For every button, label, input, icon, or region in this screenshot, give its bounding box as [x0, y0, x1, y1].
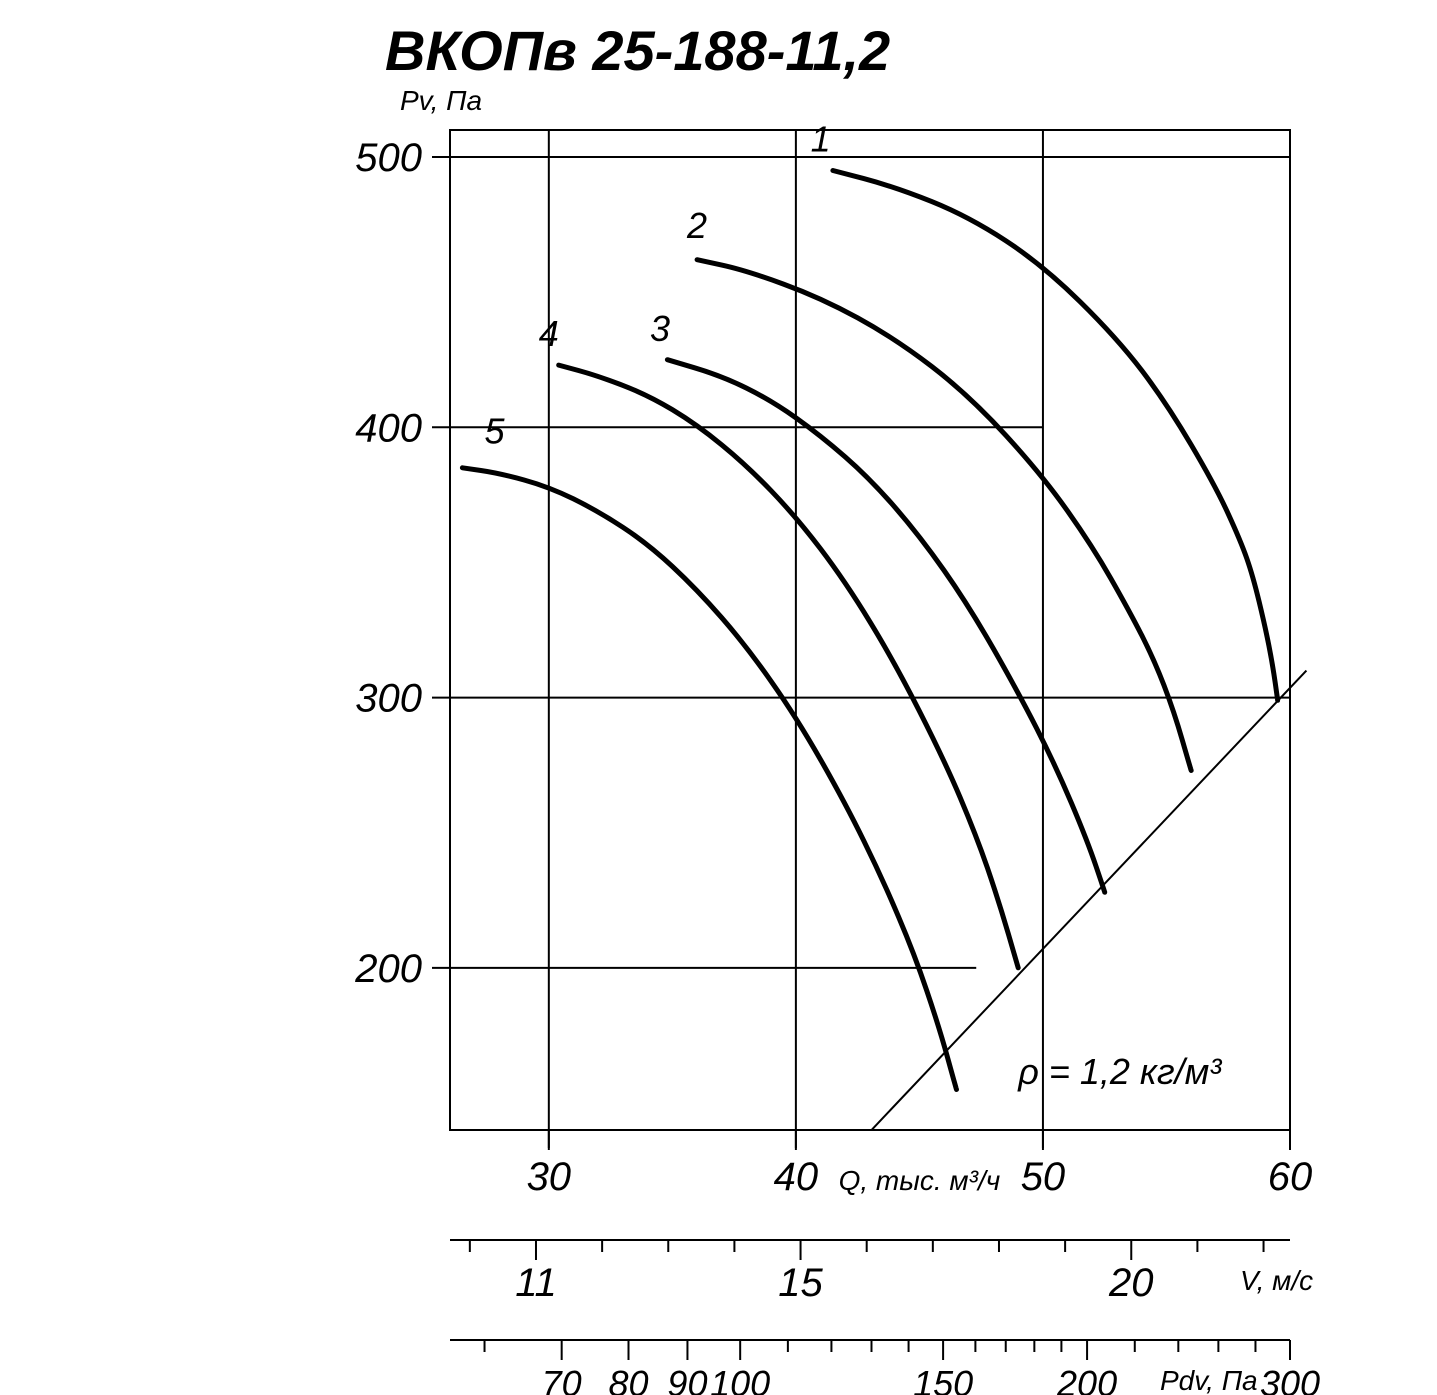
curve-5 [462, 468, 956, 1090]
y-axis-label: Pv, Па [400, 85, 482, 116]
curve-2 [697, 260, 1191, 771]
chart-title: ВКОПв 25-188-11,2 [385, 19, 890, 82]
xscale-Q-tick-label: 60 [1268, 1155, 1313, 1199]
xscale-V-label: V, м/с [1240, 1265, 1313, 1296]
xscale-Pdv-label: Pdv, Па [1160, 1365, 1258, 1395]
rho-label: ρ = 1,2 кг/м³ [1017, 1051, 1222, 1092]
xscale-Q-label: Q, тыс. м³/ч [839, 1165, 1001, 1196]
curve-1 [833, 171, 1278, 701]
curve-4 [559, 365, 1019, 968]
y-tick-label: 400 [355, 406, 422, 450]
xscale-Pdv-tick-label: 150 [913, 1363, 973, 1395]
xscale-Pdv-tick-label: 100 [710, 1363, 770, 1395]
xscale-Pdv-tick-label: 300 [1260, 1363, 1320, 1395]
xscale-V-tick-label: 11 [515, 1261, 557, 1305]
xscale-Q-tick-label: 30 [527, 1155, 572, 1199]
xscale-Q-tick-label: 40 [774, 1155, 819, 1199]
xscale-Pdv-tick-label: 200 [1056, 1363, 1117, 1395]
y-tick-label: 300 [355, 677, 422, 721]
xscale-Pdv-tick-label: 70 [542, 1363, 582, 1395]
xscale-Q-tick-label: 50 [1021, 1155, 1066, 1199]
y-tick-label: 200 [354, 947, 422, 991]
xscale-Pdv-tick-label: 90 [667, 1363, 707, 1395]
y-tick-label: 500 [355, 136, 422, 180]
xscale-V-tick-label: 20 [1108, 1261, 1154, 1305]
curve-label-5: 5 [484, 411, 505, 452]
plot-border [450, 130, 1290, 1130]
curve-label-4: 4 [539, 313, 559, 354]
curve-label-1: 1 [811, 119, 831, 160]
curve-label-3: 3 [650, 308, 670, 349]
curve-3 [667, 360, 1104, 893]
curve-label-2: 2 [686, 205, 707, 246]
xscale-V-tick-label: 15 [778, 1261, 823, 1305]
xscale-Pdv-tick-label: 80 [608, 1363, 648, 1395]
